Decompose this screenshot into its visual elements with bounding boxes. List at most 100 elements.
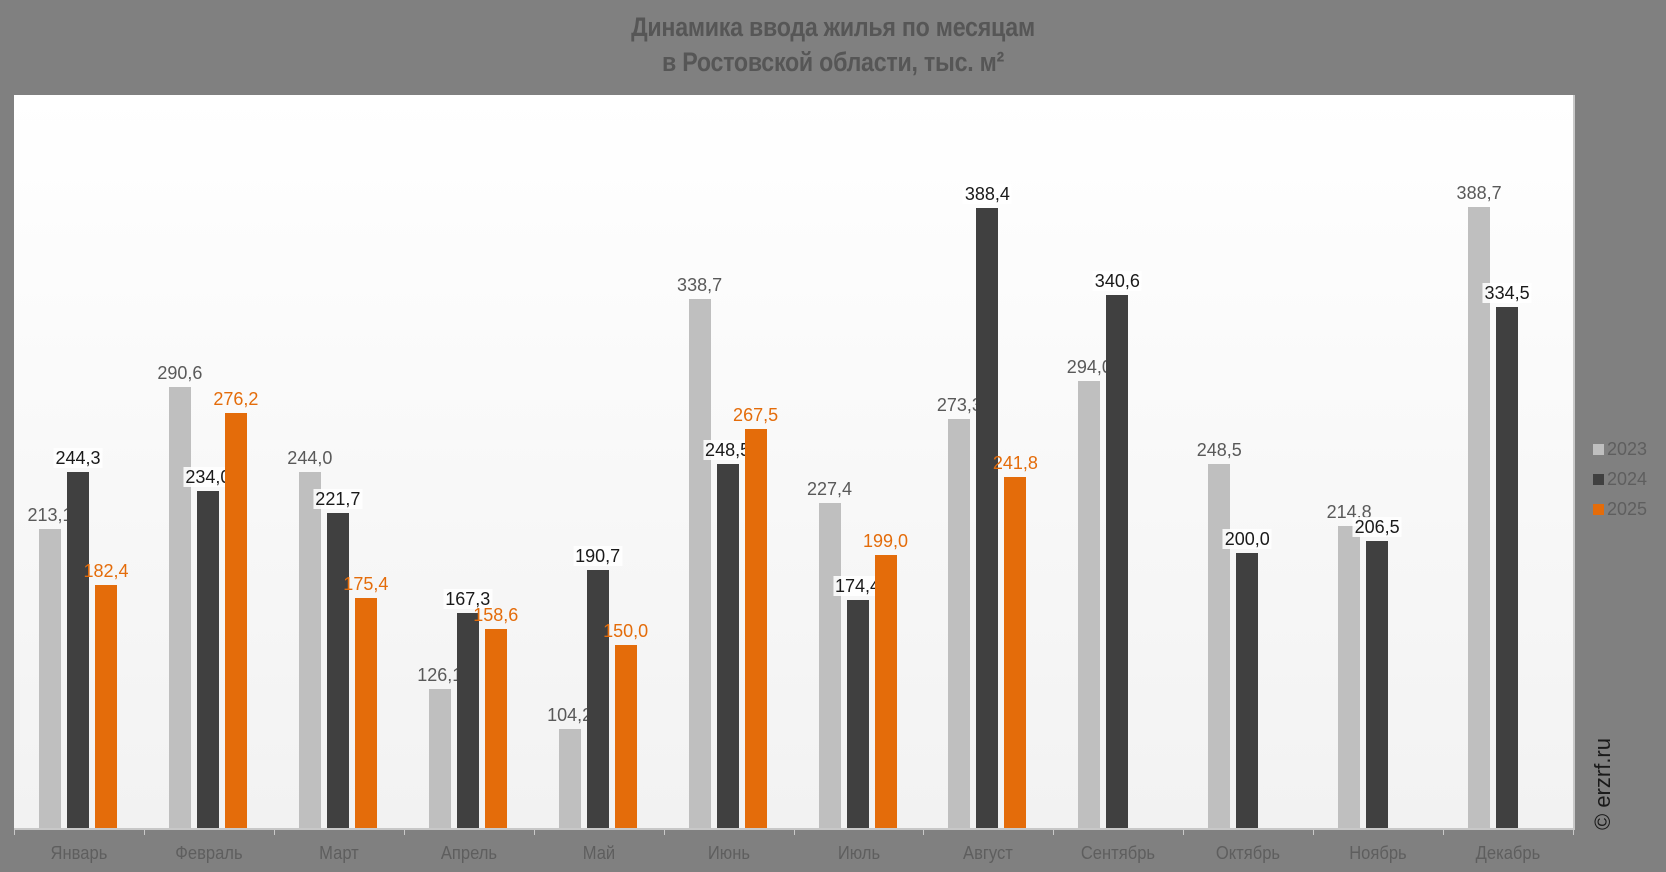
x-axis-tick bbox=[143, 828, 145, 835]
data-label: 338,7 bbox=[677, 274, 723, 295]
data-label: 206,5 bbox=[1352, 517, 1402, 538]
x-axis-tick bbox=[14, 828, 15, 835]
data-label: 214,8 bbox=[1326, 502, 1372, 522]
data-label: 174,4 bbox=[832, 576, 883, 597]
x-axis-category-label: Декабрь bbox=[1475, 843, 1541, 863]
bar-2025 bbox=[95, 585, 117, 828]
x-axis-category-label: Август bbox=[963, 843, 1014, 863]
data-label: 244,3 bbox=[53, 447, 103, 468]
data-label: 104,2 bbox=[547, 704, 593, 725]
legend-label: 2023 bbox=[1607, 438, 1648, 459]
bar-2023 bbox=[1078, 380, 1101, 828]
x-axis-tick bbox=[403, 828, 405, 835]
data-label: 234,0 bbox=[183, 466, 233, 487]
bar-2025 bbox=[874, 554, 897, 828]
data-label: 200,0 bbox=[1222, 529, 1272, 550]
x-axis-tick bbox=[663, 828, 665, 835]
legend-item-2025: 2025 bbox=[1593, 494, 1647, 524]
data-label: 244,0 bbox=[287, 448, 333, 469]
bar-2024 bbox=[1496, 306, 1519, 828]
bar-2024 bbox=[716, 464, 739, 828]
bar-2023 bbox=[948, 418, 971, 828]
bar-2023 bbox=[1468, 207, 1491, 828]
bar-2024 bbox=[196, 490, 219, 828]
data-label: 213,1 bbox=[27, 505, 73, 526]
data-label: 273,3 bbox=[936, 394, 982, 415]
legend-label: 2024 bbox=[1607, 468, 1648, 489]
bar-2023 bbox=[1208, 464, 1231, 828]
data-label: 241,8 bbox=[992, 452, 1038, 473]
x-axis-tick bbox=[273, 828, 275, 835]
data-label: 388,7 bbox=[1456, 183, 1502, 204]
x-axis-category-label: Апрель bbox=[440, 843, 497, 863]
bar-2025 bbox=[614, 644, 637, 828]
x-axis-tick bbox=[533, 828, 535, 835]
bar-2024 bbox=[1366, 541, 1389, 828]
bar-2023 bbox=[298, 472, 321, 828]
bar-2024 bbox=[1106, 295, 1129, 828]
data-label: 199,0 bbox=[862, 530, 909, 551]
x-axis-tick bbox=[1053, 828, 1055, 835]
x-axis-category-label: Февраль bbox=[175, 843, 243, 863]
data-label: 276,2 bbox=[213, 389, 259, 410]
data-label: 248,5 bbox=[703, 440, 753, 461]
x-axis-category-label: Ноябрь bbox=[1349, 843, 1407, 863]
data-label: 221,7 bbox=[313, 489, 363, 510]
data-label: 334,5 bbox=[1482, 282, 1532, 303]
bar-2025 bbox=[1004, 476, 1027, 828]
data-label: 290,6 bbox=[157, 363, 203, 384]
bar-2024 bbox=[586, 570, 609, 828]
x-axis-line bbox=[14, 828, 1575, 830]
chart-title-line-2: в Ростовской области, тыс. м² bbox=[661, 47, 1005, 77]
bar-2023 bbox=[688, 298, 711, 828]
x-axis-category-label: Май bbox=[582, 843, 615, 863]
x-axis-tick bbox=[923, 828, 925, 835]
bar-2025 bbox=[484, 628, 507, 828]
bar-2024 bbox=[976, 207, 999, 828]
bar-2023 bbox=[1338, 526, 1361, 828]
bar-2024 bbox=[846, 600, 869, 828]
legend-item-2023: 2023 bbox=[1593, 434, 1647, 464]
data-label: 340,6 bbox=[1092, 271, 1142, 292]
chart-title: Динамика ввода жилья по месяцам в Ростов… bbox=[117, 10, 1550, 80]
x-axis-tick bbox=[1313, 828, 1315, 835]
legend-swatch-icon bbox=[1593, 503, 1604, 515]
bar-2023 bbox=[168, 387, 191, 828]
legend: 2023 2024 2025 bbox=[1593, 434, 1647, 524]
chart-title-line-1: Динамика ввода жилья по месяцам bbox=[631, 12, 1035, 42]
legend-swatch-icon bbox=[1593, 443, 1604, 455]
data-label: 158,6 bbox=[473, 604, 519, 625]
bar-2024 bbox=[67, 471, 89, 828]
plot-area bbox=[14, 95, 1575, 828]
data-label: 175,4 bbox=[343, 574, 389, 595]
data-label: 190,7 bbox=[573, 546, 623, 567]
x-axis-category-label: Январь bbox=[50, 843, 108, 863]
x-axis-tick bbox=[1183, 828, 1185, 835]
x-axis-tick bbox=[793, 828, 795, 835]
bar-2024 bbox=[456, 613, 479, 828]
bar-2025 bbox=[354, 598, 377, 828]
watermark: © erzrf.ru bbox=[1590, 738, 1615, 830]
data-label: 294,0 bbox=[1066, 356, 1112, 377]
data-label: 227,4 bbox=[806, 478, 853, 499]
legend-label: 2025 bbox=[1607, 498, 1648, 519]
data-label: 267,5 bbox=[733, 405, 779, 426]
bar-2023 bbox=[39, 529, 61, 828]
data-label: 150,0 bbox=[603, 620, 649, 641]
bar-2023 bbox=[428, 688, 451, 828]
bar-2025 bbox=[224, 413, 247, 828]
bar-2023 bbox=[818, 502, 841, 828]
x-axis-tick bbox=[1573, 828, 1574, 835]
data-label: 167,3 bbox=[443, 589, 493, 610]
bar-2024 bbox=[326, 513, 349, 828]
x-axis-category-label: Июль bbox=[837, 843, 880, 863]
x-axis-category-label: Март bbox=[318, 843, 359, 863]
x-axis-category-label: Октябрь bbox=[1216, 843, 1281, 863]
bar-2023 bbox=[558, 728, 581, 828]
data-label: 388,4 bbox=[962, 183, 1012, 204]
bar-2025 bbox=[744, 429, 767, 828]
legend-swatch-icon bbox=[1593, 473, 1604, 485]
data-label: 248,5 bbox=[1196, 440, 1242, 461]
x-axis-category-label: Июнь bbox=[707, 843, 750, 863]
data-label: 126,1 bbox=[417, 664, 463, 685]
